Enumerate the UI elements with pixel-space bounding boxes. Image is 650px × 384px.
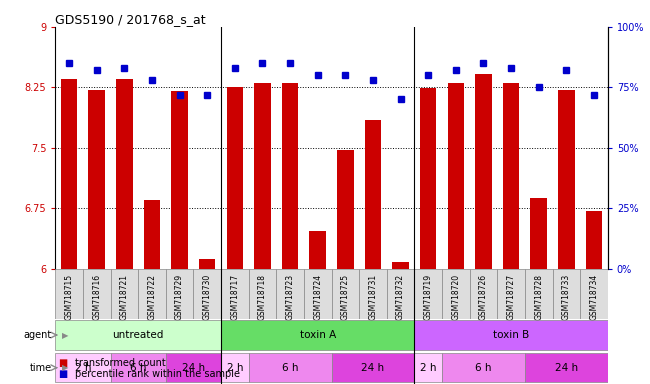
FancyBboxPatch shape [415, 353, 442, 382]
Text: GSM718725: GSM718725 [341, 274, 350, 320]
Text: 6 h: 6 h [130, 362, 146, 373]
Bar [586, 211, 602, 269]
FancyBboxPatch shape [332, 269, 359, 319]
FancyBboxPatch shape [55, 353, 111, 382]
FancyBboxPatch shape [525, 353, 608, 382]
Text: 24 h: 24 h [554, 362, 578, 373]
Text: GSM718720: GSM718720 [451, 274, 460, 320]
Text: GDS5190 / 201768_s_at: GDS5190 / 201768_s_at [55, 13, 206, 26]
Text: time: time [30, 362, 52, 373]
Text: GSM718726: GSM718726 [479, 274, 488, 320]
Text: toxin B: toxin B [493, 330, 529, 340]
FancyBboxPatch shape [55, 269, 83, 319]
FancyBboxPatch shape [552, 269, 580, 319]
Text: GSM718732: GSM718732 [396, 274, 405, 320]
Text: 6 h: 6 h [475, 362, 491, 373]
FancyBboxPatch shape [55, 320, 221, 350]
Bar [337, 150, 354, 269]
Bar [61, 79, 77, 269]
FancyBboxPatch shape [332, 353, 415, 382]
Bar [88, 90, 105, 269]
Bar [144, 200, 161, 269]
Bar [199, 259, 216, 269]
Bar [172, 91, 188, 269]
Text: agent: agent [24, 330, 52, 340]
FancyBboxPatch shape [111, 269, 138, 319]
Text: ■: ■ [58, 358, 68, 368]
Bar [503, 83, 519, 269]
Bar [447, 83, 464, 269]
Text: GSM718729: GSM718729 [175, 274, 184, 320]
FancyBboxPatch shape [580, 269, 608, 319]
FancyBboxPatch shape [166, 353, 221, 382]
Text: 24 h: 24 h [361, 362, 385, 373]
Bar [281, 83, 298, 269]
FancyBboxPatch shape [221, 269, 248, 319]
Text: GSM718730: GSM718730 [203, 274, 212, 320]
Bar [254, 83, 271, 269]
Text: ▶: ▶ [62, 363, 68, 372]
Text: GSM718717: GSM718717 [230, 274, 239, 320]
FancyBboxPatch shape [415, 320, 608, 350]
FancyBboxPatch shape [304, 269, 332, 319]
FancyBboxPatch shape [525, 269, 552, 319]
Bar [392, 262, 409, 269]
Text: GSM718724: GSM718724 [313, 274, 322, 320]
FancyBboxPatch shape [497, 269, 525, 319]
FancyBboxPatch shape [469, 269, 497, 319]
Text: GSM718733: GSM718733 [562, 274, 571, 320]
Text: GSM718721: GSM718721 [120, 274, 129, 320]
Text: GSM718715: GSM718715 [64, 274, 73, 320]
FancyBboxPatch shape [248, 269, 276, 319]
FancyBboxPatch shape [83, 269, 111, 319]
Text: GSM718731: GSM718731 [369, 274, 378, 320]
Text: GSM718719: GSM718719 [424, 274, 433, 320]
Text: 6 h: 6 h [282, 362, 298, 373]
Text: percentile rank within the sample: percentile rank within the sample [75, 369, 240, 379]
Text: ■: ■ [58, 369, 68, 379]
Text: ▶: ▶ [62, 331, 68, 339]
Bar [420, 88, 437, 269]
Text: 24 h: 24 h [182, 362, 205, 373]
Bar [116, 79, 133, 269]
FancyBboxPatch shape [387, 269, 415, 319]
Text: GSM718718: GSM718718 [258, 274, 267, 320]
FancyBboxPatch shape [276, 269, 304, 319]
Bar [365, 120, 381, 269]
FancyBboxPatch shape [221, 353, 248, 382]
Bar [558, 90, 575, 269]
Bar [309, 231, 326, 269]
Text: GSM718727: GSM718727 [506, 274, 515, 320]
Text: transformed count: transformed count [75, 358, 166, 368]
FancyBboxPatch shape [442, 353, 525, 382]
Text: GSM718734: GSM718734 [590, 274, 599, 320]
Text: toxin A: toxin A [300, 330, 336, 340]
Text: GSM718723: GSM718723 [285, 274, 294, 320]
FancyBboxPatch shape [221, 320, 415, 350]
Text: untreated: untreated [112, 330, 164, 340]
FancyBboxPatch shape [359, 269, 387, 319]
FancyBboxPatch shape [138, 269, 166, 319]
Bar [475, 74, 491, 269]
Text: GSM718728: GSM718728 [534, 274, 543, 320]
Text: GSM718716: GSM718716 [92, 274, 101, 320]
Bar [227, 86, 243, 269]
Text: 2 h: 2 h [227, 362, 243, 373]
Bar [530, 198, 547, 269]
FancyBboxPatch shape [415, 269, 442, 319]
FancyBboxPatch shape [111, 353, 166, 382]
Text: 2 h: 2 h [420, 362, 436, 373]
FancyBboxPatch shape [442, 269, 469, 319]
FancyBboxPatch shape [248, 353, 332, 382]
Text: 2 h: 2 h [75, 362, 91, 373]
FancyBboxPatch shape [194, 269, 221, 319]
FancyBboxPatch shape [166, 269, 194, 319]
Text: GSM718722: GSM718722 [148, 274, 157, 320]
